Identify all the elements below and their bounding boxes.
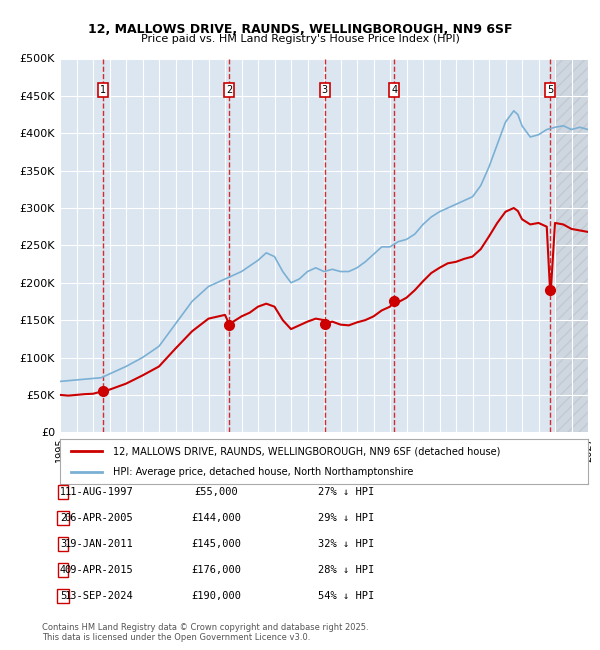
Text: 1: 1 [100, 85, 106, 95]
Text: 11-AUG-1997: 11-AUG-1997 [65, 487, 133, 497]
Text: Price paid vs. HM Land Registry's House Price Index (HPI): Price paid vs. HM Land Registry's House … [140, 34, 460, 44]
Text: 06-APR-2005: 06-APR-2005 [65, 513, 133, 523]
Text: £145,000: £145,000 [191, 539, 241, 549]
Text: 2: 2 [60, 513, 66, 523]
Text: 54% ↓ HPI: 54% ↓ HPI [318, 591, 374, 601]
Text: £144,000: £144,000 [191, 513, 241, 523]
Text: 4: 4 [60, 565, 66, 575]
Text: 3: 3 [322, 85, 328, 95]
Text: 12, MALLOWS DRIVE, RAUNDS, WELLINGBOROUGH, NN9 6SF: 12, MALLOWS DRIVE, RAUNDS, WELLINGBOROUG… [88, 23, 512, 36]
Text: 19-JAN-2011: 19-JAN-2011 [65, 539, 133, 549]
Text: 32% ↓ HPI: 32% ↓ HPI [318, 539, 374, 549]
Text: 3: 3 [60, 539, 66, 549]
Text: 27% ↓ HPI: 27% ↓ HPI [318, 487, 374, 497]
Text: 5: 5 [60, 591, 66, 601]
Text: 2: 2 [226, 85, 232, 95]
Text: 09-APR-2015: 09-APR-2015 [65, 565, 133, 575]
Text: 28% ↓ HPI: 28% ↓ HPI [318, 565, 374, 575]
Text: 1: 1 [60, 487, 66, 497]
Text: Contains HM Land Registry data © Crown copyright and database right 2025.
This d: Contains HM Land Registry data © Crown c… [42, 623, 368, 642]
Text: £176,000: £176,000 [191, 565, 241, 575]
Text: £55,000: £55,000 [194, 487, 238, 497]
Text: HPI: Average price, detached house, North Northamptonshire: HPI: Average price, detached house, Nort… [113, 467, 413, 476]
Text: £190,000: £190,000 [191, 591, 241, 601]
Text: 13-SEP-2024: 13-SEP-2024 [65, 591, 133, 601]
Text: 5: 5 [547, 85, 553, 95]
Text: 4: 4 [391, 85, 397, 95]
Text: 12, MALLOWS DRIVE, RAUNDS, WELLINGBOROUGH, NN9 6SF (detached house): 12, MALLOWS DRIVE, RAUNDS, WELLINGBOROUG… [113, 447, 500, 456]
Text: 29% ↓ HPI: 29% ↓ HPI [318, 513, 374, 523]
Bar [555, 58, 596, 432]
